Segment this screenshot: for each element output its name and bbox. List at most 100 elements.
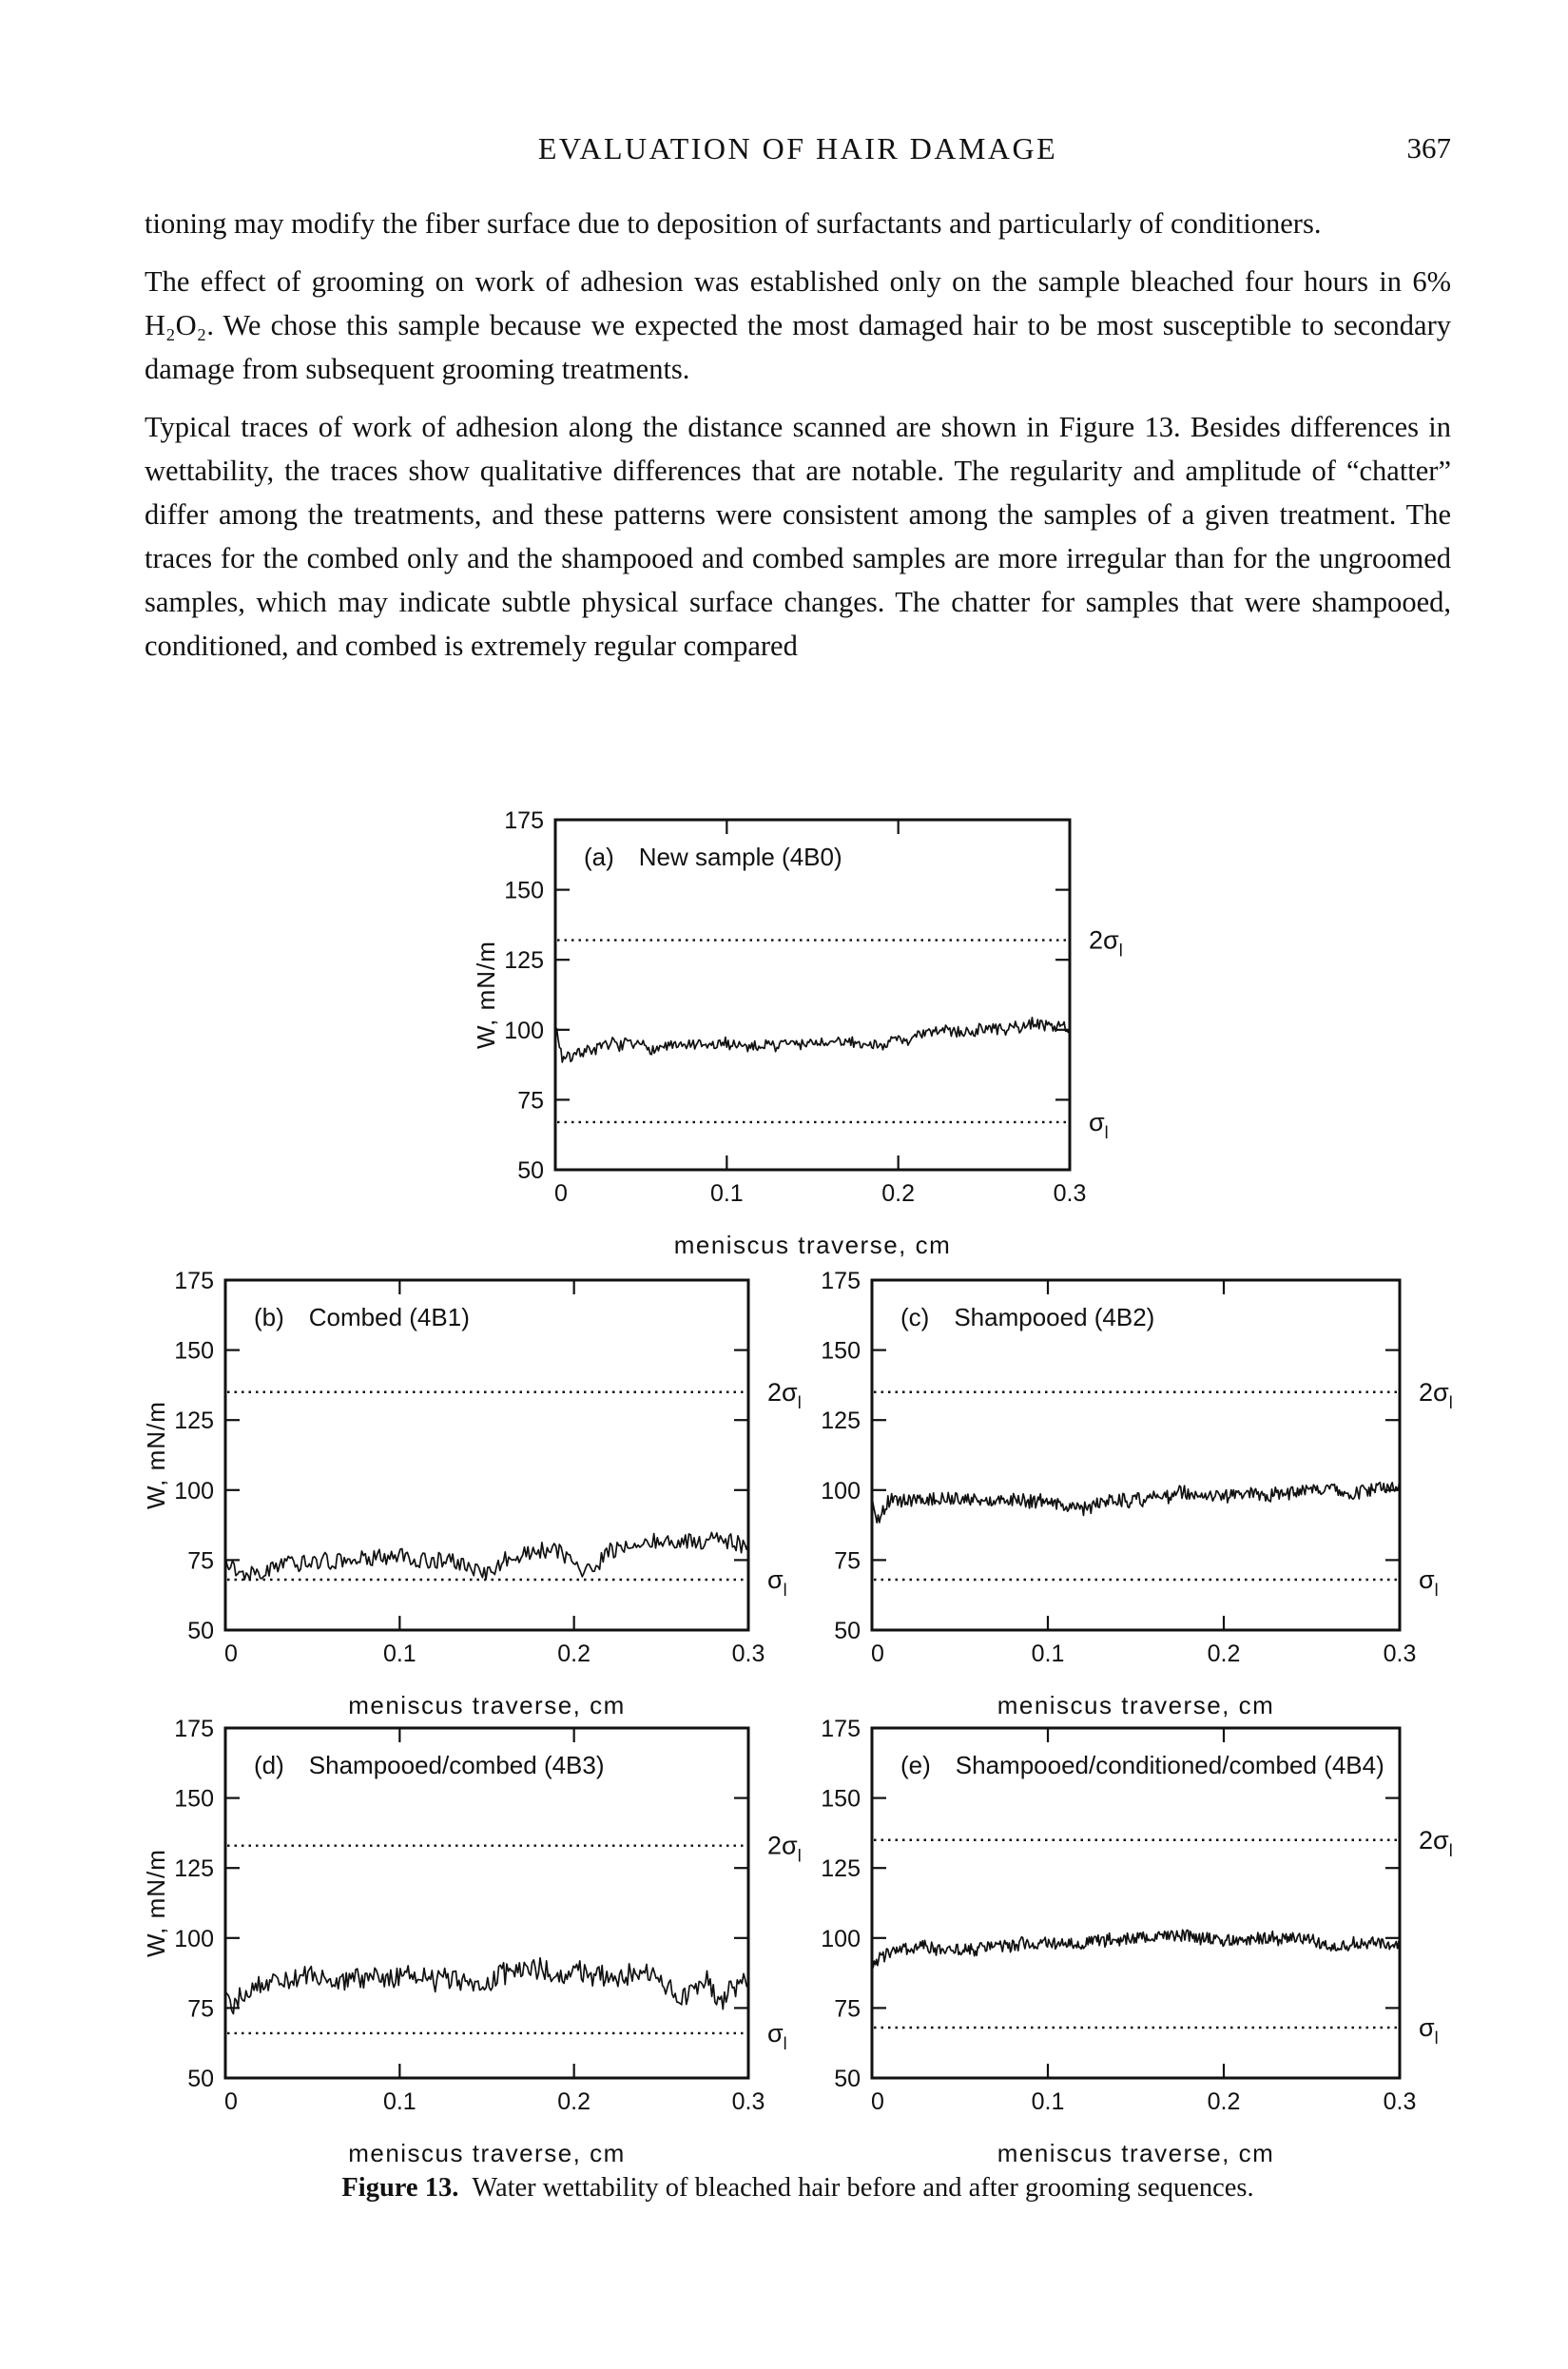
paragraph-2: The effect of grooming on work of adhesi… [145,265,1451,385]
y-tick-label: 75 [834,1995,861,2022]
x-tick-label: 0 [554,1180,568,1207]
wettability-trace-line [871,1476,1401,1524]
sigma-line-label: σl [767,1565,787,1600]
x-tick-label: 0.2 [1208,2088,1241,2115]
y-tick-label: 150 [821,1786,861,1813]
wettability-trace-line [224,1531,749,1582]
chart-e-shampooed-conditioned-combed-4B4: 2σl σl 175 150 125 100 75 50 0 0.1 0.2 0.3 (e) Shamp… [780,1717,1483,2197]
y-axis-label: W, mN/m [472,941,500,1049]
y-tick-label: 125 [174,1408,214,1434]
y-tick-label: 175 [821,1269,861,1294]
axis-box [553,818,1072,1172]
y-tick-label: 100 [174,1926,214,1952]
x-tick-label: 0.1 [710,1180,744,1207]
y-tick-label: 75 [187,1995,214,2022]
x-axis-label: meniscus traverse, cm [674,1231,952,1259]
page-header: EVALUATION OF HAIR DAMAGE 367 [145,131,1451,173]
axis-box [223,1278,750,1632]
panel-title: (a) New sample (4B0) [584,843,842,871]
chart-b-svg: 2σl σl 175 150 125 100 75 50 0 0.1 0.2 0.3 (b) Combe… [142,1269,802,1719]
x-axis-label: meniscus traverse, cm [997,1691,1275,1719]
sigma-line-label: σl [1419,2013,1439,2048]
y-tick-label: 100 [821,1926,861,1952]
sigma-line-label: 2σl [1419,1378,1453,1412]
y-tick-label: 125 [821,1408,861,1434]
panel-title: (e) Shampooed/conditioned/combed (4B4) [900,1751,1384,1779]
axis-box [870,1726,1402,2080]
y-tick-label: 150 [504,878,544,904]
x-tick-label: 0.3 [732,1641,765,1667]
y-tick-label: 150 [174,1786,214,1813]
x-tick-label: 0 [871,2088,884,2115]
chart-c-svg: 2σl σl 175 150 125 100 75 50 0 0.1 0.2 0.3 (c) Shamp… [821,1269,1453,1719]
chart-b-combed-4B1: 2σl σl 175 150 125 100 75 50 0 0.1 0.2 0.3 (b) Combe… [133,1269,837,1749]
wettability-trace-line [871,1929,1401,1970]
y-tick-label: 50 [834,2066,861,2092]
sigma-line-label: 2σl [767,1378,802,1412]
chart-a-svg: 2σl σl 175 150 125 100 75 50 0 0.1 0.2 0.3 (a) New s… [472,808,1123,1259]
y-tick-label: 175 [821,1717,861,1742]
x-tick-label: 0.1 [1032,2088,1065,2115]
x-axis-label: meniscus traverse, cm [348,1691,626,1719]
wettability-trace-line [554,1016,1071,1063]
sigma-line-label: σl [1089,1108,1109,1142]
x-tick-label: 0.1 [1032,1641,1065,1667]
y-tick-label: 100 [821,1478,861,1505]
panel-title: (d) Shampooed/combed (4B3) [254,1751,605,1779]
y-tick-label: 150 [821,1338,861,1365]
wettability-trace-line [224,1956,749,2015]
y-tick-label: 125 [821,1855,861,1882]
y-tick-label: 125 [504,947,544,974]
y-tick-label: 175 [504,808,544,834]
y-tick-label: 50 [187,2066,214,2092]
x-tick-label: 0 [224,1641,238,1667]
y-tick-label: 50 [517,1157,544,1184]
paragraph-3: Typical traces of work of adhesion along… [145,411,1451,662]
figure-caption: Figure 13. Water wettability of bleached … [145,2173,1451,2204]
y-tick-label: 175 [174,1717,214,1742]
y-tick-label: 75 [517,1087,544,1114]
y-axis-label: W, mN/m [142,1849,170,1957]
sigma-line-label: 2σl [1419,1826,1453,1860]
panel-title: (c) Shampooed (4B2) [900,1303,1154,1331]
x-tick-label: 0.3 [1384,1641,1417,1667]
x-axis-label: meniscus traverse, cm [997,2139,1275,2167]
figure-caption-label: Figure 13. [341,2173,459,2203]
sigma-line-label: σl [767,2019,787,2053]
figure-caption-text: Water wettability of bleached hair befor… [472,2173,1254,2203]
y-tick-label: 100 [174,1478,214,1505]
x-tick-label: 0.3 [1384,2088,1417,2115]
page-number: 367 [1406,131,1452,165]
x-tick-label: 0.3 [732,2088,765,2115]
y-tick-label: 50 [834,1618,861,1644]
y-tick-label: 75 [187,1547,214,1574]
x-axis-label: meniscus traverse, cm [348,2139,626,2167]
chart-e-svg: 2σl σl 175 150 125 100 75 50 0 0.1 0.2 0.3 (e) Shamp… [821,1717,1453,2167]
y-tick-label: 150 [174,1338,214,1365]
body-text: tioning may modify the fiber surface due… [145,202,1451,682]
chart-c-shampooed-4B2: 2σl σl 175 150 125 100 75 50 0 0.1 0.2 0.3 (c) Shamp… [780,1269,1483,1749]
x-tick-label: 0.2 [557,1641,590,1667]
chart-d-svg: 2σl σl 175 150 125 100 75 50 0 0.1 0.2 0.3 (d) Shamp… [142,1717,802,2167]
x-tick-label: 0.3 [1054,1180,1087,1207]
y-tick-label: 50 [187,1618,214,1644]
axis-box [870,1278,1402,1632]
y-axis-label: W, mN/m [142,1401,170,1509]
x-tick-label: 0.1 [383,2088,416,2115]
running-title: EVALUATION OF HAIR DAMAGE [537,131,1058,165]
x-tick-label: 0.2 [881,1180,915,1207]
sigma-line-label: 2σl [1089,926,1123,961]
y-tick-label: 175 [174,1269,214,1294]
x-tick-label: 0.2 [557,2088,590,2115]
y-tick-label: 100 [504,1018,544,1044]
y-tick-label: 125 [174,1855,214,1882]
sigma-line-label: 2σl [767,1832,802,1866]
x-tick-label: 0.1 [383,1641,416,1667]
x-tick-label: 0 [224,2088,238,2115]
paragraph-1: tioning may modify the fiber surface due… [145,207,1322,240]
sigma-line-label: σl [1419,1565,1439,1600]
chart-d-shampooed-combed-4B3: 2σl σl 175 150 125 100 75 50 0 0.1 0.2 0.3 (d) Shamp… [133,1717,837,2197]
y-tick-label: 75 [834,1547,861,1574]
chart-a-new-sample-4B0: 2σl σl 175 150 125 100 75 50 0 0.1 0.2 0.3 (a) New s… [428,808,1179,1289]
